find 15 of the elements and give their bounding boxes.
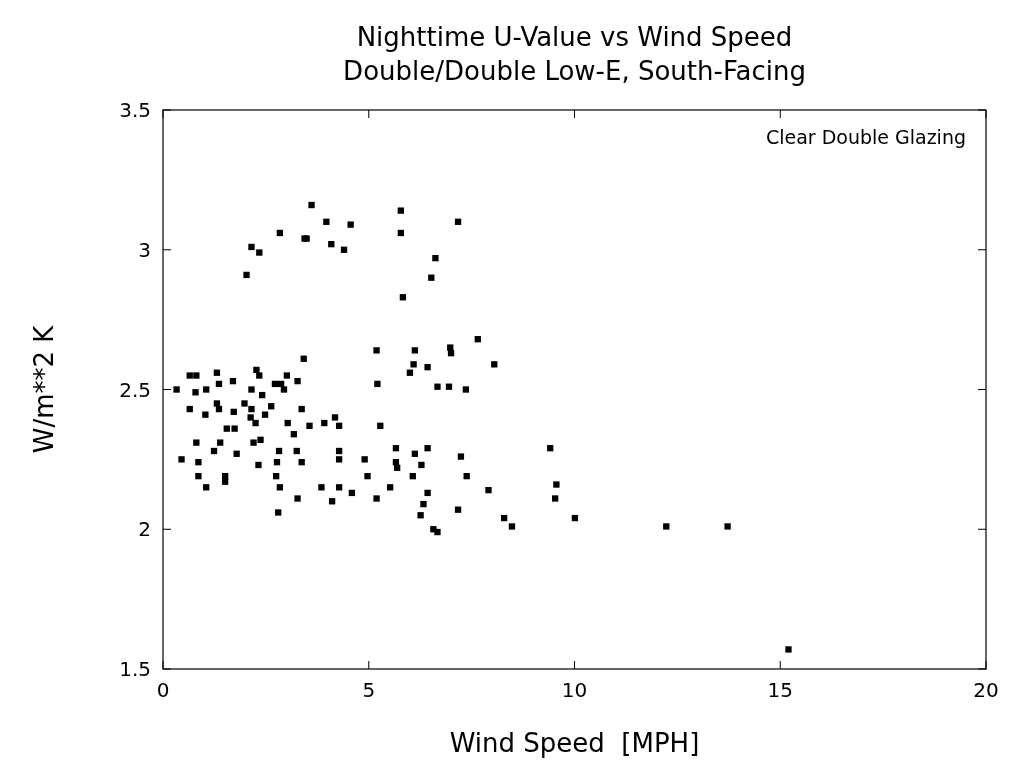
x-tick-label: 10 <box>561 678 588 702</box>
y-tick-label: 3 <box>138 237 151 262</box>
y-tick-label: 3.5 <box>119 98 151 122</box>
chart-title: Nighttime U-Value vs Wind Speed <box>356 22 793 52</box>
annotation: Clear Double Glazing <box>765 126 966 148</box>
x-tick-label: 5 <box>362 678 376 702</box>
x-tick-label: 20 <box>973 678 999 702</box>
x-tick-label: 15 <box>767 678 793 702</box>
chart-subtitle: Double/Double Low-E, South-Facing <box>343 56 806 86</box>
y-axis-title: W/m**2 K <box>29 324 59 454</box>
y-tick-label: 1.5 <box>119 657 151 681</box>
x-axis-title: Wind Speed [MPH] <box>449 728 700 758</box>
y-tick-label: 2.5 <box>119 377 151 402</box>
x-tick-label: 0 <box>156 678 170 702</box>
y-tick-label: 2 <box>138 517 151 542</box>
